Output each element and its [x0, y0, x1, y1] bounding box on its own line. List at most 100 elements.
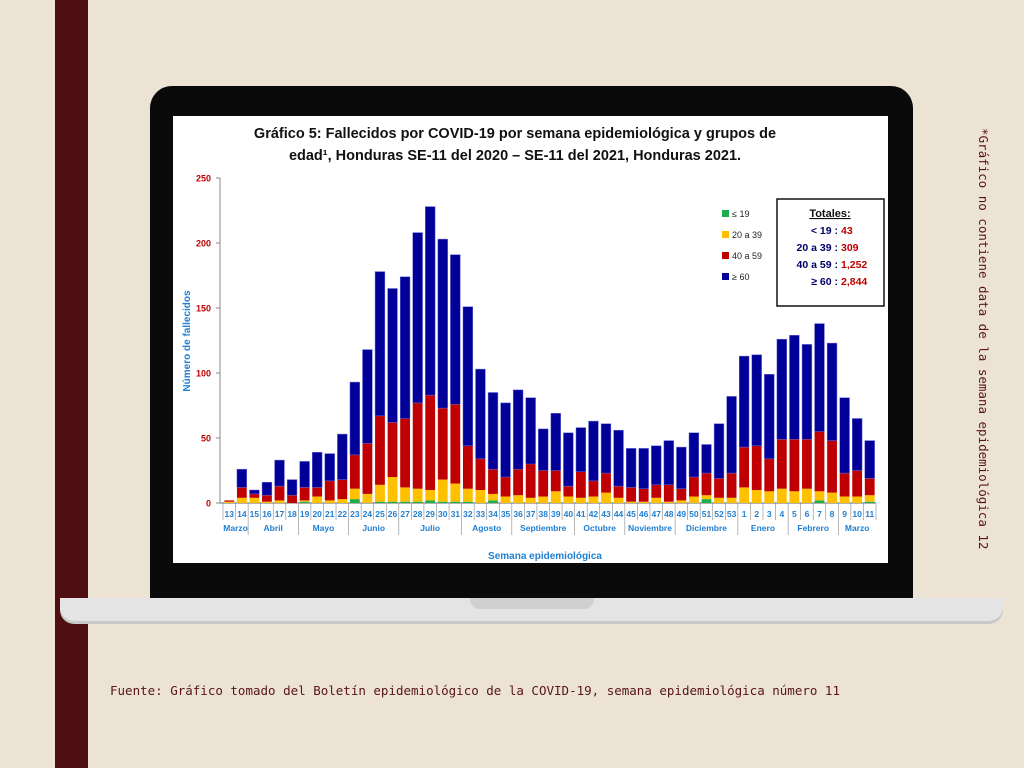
bar-segment--19-week-32 — [462, 501, 473, 503]
totals-value: 2,844 — [841, 276, 867, 288]
bar-segment--60-week-8 — [826, 342, 838, 441]
x-tick-label: 30 — [438, 509, 448, 519]
bar-segment--60-week-47 — [651, 445, 662, 486]
bar-segment-40-a-59-week-51 — [701, 473, 712, 496]
bar-segment-40-a-59-week-5 — [789, 439, 800, 492]
bar-segment-20-a-39-week-37 — [525, 497, 536, 503]
bar-segment-20-a-39-week-4 — [776, 488, 787, 503]
bar-segment--19-week-29 — [425, 500, 436, 503]
x-tick-label: 13 — [225, 509, 235, 519]
x-tick-label: 32 — [463, 509, 473, 519]
x-tick-label: 22 — [338, 509, 348, 519]
bar-segment--60-week-33 — [475, 368, 486, 460]
bar-segment--60-week-51 — [701, 444, 712, 474]
x-tick-label: 1 — [742, 509, 747, 519]
x-tick-label: 7 — [817, 509, 822, 519]
month-label: Marzo — [845, 523, 870, 533]
x-tick-label: 3 — [767, 509, 772, 519]
bar-segment-40-a-59-week-40 — [563, 486, 574, 497]
bar-segment--19-week-34 — [488, 500, 498, 503]
bar-segment-40-a-59-week-52 — [714, 478, 724, 498]
bar-segment-20-a-39-week-27 — [400, 487, 410, 502]
bar-segment-20-a-39-week-48 — [663, 501, 674, 503]
x-tick-label: 29 — [425, 509, 435, 519]
bar-segment-20-a-39-week-43 — [601, 492, 611, 503]
bar-segment--60-week-9 — [839, 397, 850, 474]
bar-segment-40-a-59-week-9 — [839, 473, 850, 497]
x-tick-label: 34 — [488, 509, 498, 519]
bar-segment-40-a-59-week-15 — [249, 493, 260, 498]
bar-segment-20-a-39-week-3 — [764, 491, 775, 503]
bar-segment--60-week-16 — [261, 481, 273, 496]
bar-segment-20-a-39-week-20 — [312, 496, 323, 503]
x-tick-label: 20 — [312, 509, 322, 519]
bar-segment-20-a-39-week-31 — [450, 483, 461, 502]
x-tick-label: 40 — [564, 509, 574, 519]
bar-segment-40-a-59-week-21 — [324, 480, 335, 501]
bar-segment--60-week-39 — [550, 413, 561, 471]
x-tick-label: 36 — [513, 509, 523, 519]
bar-segment-40-a-59-week-37 — [525, 464, 536, 498]
bar-segment-20-a-39-week-5 — [789, 491, 800, 503]
bar-segment-20-a-39-week-8 — [827, 492, 837, 503]
x-tick-label: 37 — [526, 509, 536, 519]
x-tick-label: 2 — [754, 509, 759, 519]
bar-segment-20-a-39-week-36 — [513, 495, 524, 503]
bar-segment-20-a-39-week-17 — [274, 500, 285, 503]
bar-segment-20-a-39-week-2 — [751, 490, 762, 503]
bar-segment-40-a-59-week-22 — [337, 479, 348, 500]
bar-segment-40-a-59-week-26 — [387, 422, 398, 477]
bar-segment-20-a-39-week-46 — [638, 501, 649, 503]
bar-segment-20-a-39-week-41 — [575, 497, 586, 503]
bar-segment-40-a-59-week-10 — [852, 470, 863, 497]
x-tick-label: 16 — [262, 509, 272, 519]
x-tick-label: 8 — [830, 509, 835, 519]
month-label: Marzo — [223, 523, 248, 533]
x-tick-label: 9 — [842, 509, 847, 519]
bar-segment-40-a-59-week-18 — [287, 495, 297, 503]
legend-swatch — [722, 231, 729, 238]
x-tick-label: 51 — [702, 509, 712, 519]
bar-segment-40-a-59-week-20 — [312, 487, 323, 497]
bar-segment-20-a-39-week-47 — [651, 497, 662, 503]
bar-segment-20-a-39-week-26 — [387, 477, 398, 502]
bar-segment-20-a-39-week-52 — [714, 497, 724, 503]
bar-segment-40-a-59-week-31 — [450, 404, 461, 484]
bar-segment--60-week-40 — [563, 432, 574, 487]
x-tick-label: 24 — [363, 509, 373, 519]
laptop-notch — [470, 598, 594, 609]
bar-segment--60-week-30 — [437, 238, 448, 409]
bar-segment-20-a-39-week-24 — [362, 493, 373, 503]
bar-segment-20-a-39-week-34 — [488, 493, 498, 501]
bar-segment--19-week-7 — [814, 500, 825, 503]
chart-title-line1: Gráfico 5: Fallecidos por COVID-19 por s… — [254, 126, 776, 142]
x-tick-label: 31 — [451, 509, 461, 519]
bar-segment--60-week-5 — [789, 335, 800, 440]
bar-segment--60-week-25 — [374, 271, 386, 417]
x-tick-label: 45 — [626, 509, 636, 519]
bar-segment-40-a-59-week-25 — [375, 415, 385, 485]
bar-segment-40-a-59-week-29 — [425, 395, 436, 490]
stacked-bar-chart: Gráfico 5: Fallecidos por COVID-19 por s… — [182, 126, 885, 562]
y-tick-label: 150 — [196, 304, 211, 314]
x-axis-label: Semana epidemiológica — [488, 551, 602, 562]
bar-segment-40-a-59-week-44 — [613, 486, 624, 498]
bar-segment-40-a-59-week-19 — [299, 487, 310, 501]
totals-value: 309 — [841, 242, 859, 254]
bar-segment-40-a-59-week-43 — [601, 473, 611, 493]
totals-title: Totales: — [809, 208, 850, 220]
bar-segment--60-week-14 — [236, 468, 247, 488]
bar-segment-40-a-59-week-49 — [676, 488, 687, 501]
bar-segment-40-a-59-week-45 — [626, 487, 637, 502]
legend: ≤ 19 20 a 39 40 a 59 ≥ 60 — [722, 209, 762, 282]
bar-segment-40-a-59-week-38 — [538, 470, 549, 497]
legend-swatch — [722, 252, 729, 259]
bar-segment-40-a-59-week-7 — [814, 431, 825, 492]
bar-segment--60-week-11 — [864, 440, 875, 479]
y-tick-label: 250 — [196, 174, 211, 184]
x-tick-label: 10 — [852, 509, 862, 519]
bar-segment-20-a-39-week-50 — [689, 496, 699, 503]
bar-segment--60-week-27 — [399, 276, 411, 419]
bar-segment--60-week-41 — [575, 427, 587, 473]
